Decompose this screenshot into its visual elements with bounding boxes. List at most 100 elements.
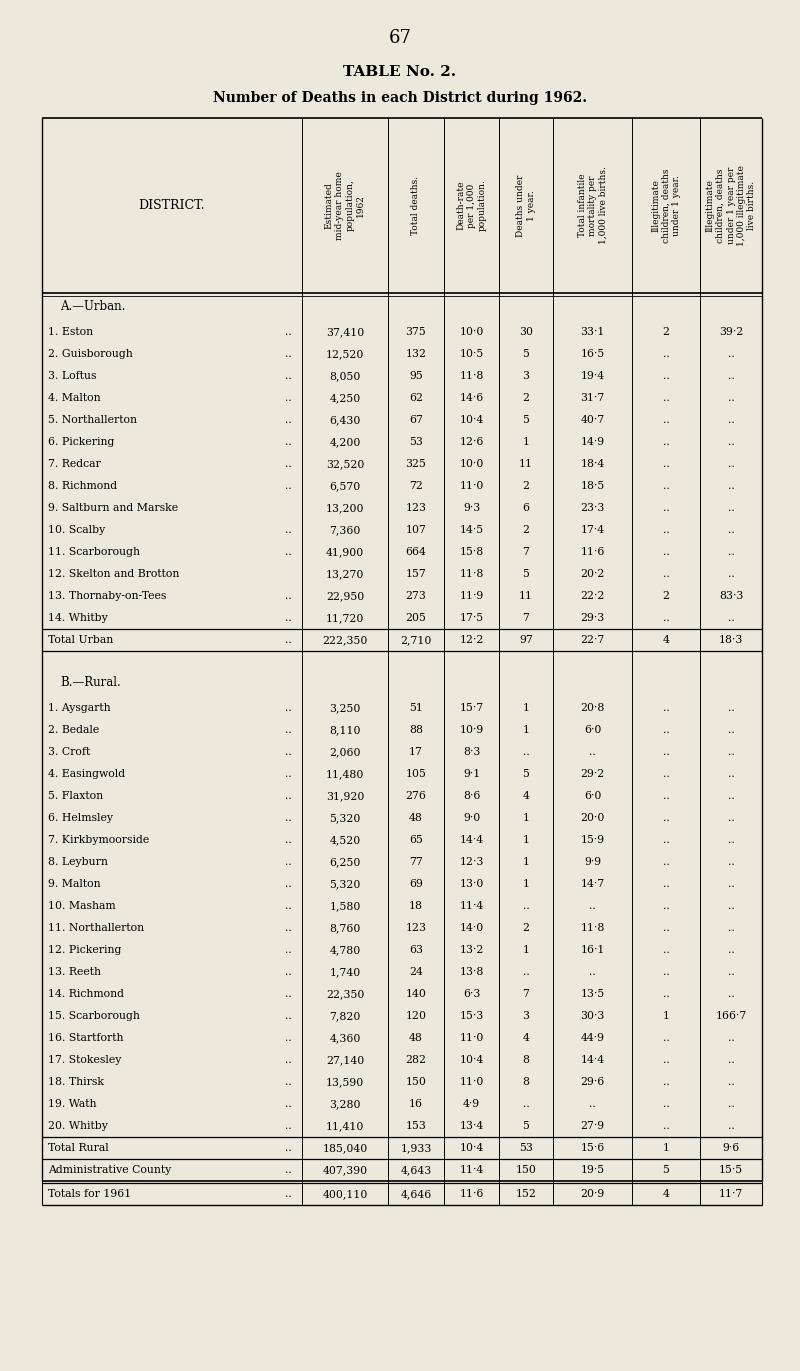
Text: ..: .. [728,988,734,999]
Text: ..: .. [728,703,734,713]
Text: 8,050: 8,050 [330,372,361,381]
Text: 41,900: 41,900 [326,547,364,557]
Text: 13. Thornaby-on-Tees: 13. Thornaby-on-Tees [48,591,166,600]
Text: 11,410: 11,410 [326,1121,364,1131]
Text: 5: 5 [522,569,530,579]
Text: ..: .. [728,769,734,779]
Text: 15·6: 15·6 [580,1143,605,1153]
Text: 3,280: 3,280 [330,1100,361,1109]
Text: ..: .. [286,1032,292,1043]
Text: 11. Scarborough: 11. Scarborough [48,547,140,557]
Text: 6. Helmsley: 6. Helmsley [48,813,113,823]
Text: 8. Leyburn: 8. Leyburn [48,857,108,866]
Text: 15. Scarborough: 15. Scarborough [48,1010,140,1021]
Text: 2: 2 [662,591,670,600]
Text: 62: 62 [409,393,423,403]
Text: 5. Flaxton: 5. Flaxton [48,791,103,801]
Text: 13. Reeth: 13. Reeth [48,967,101,978]
Text: 14. Whitby: 14. Whitby [48,613,108,622]
Text: ..: .. [286,945,292,956]
Text: ..: .. [286,481,292,491]
Text: ..: .. [728,459,734,469]
Text: ..: .. [286,547,292,557]
Text: 5,320: 5,320 [330,813,361,823]
Text: ..: .. [286,901,292,910]
Text: 1. Aysgarth: 1. Aysgarth [48,703,110,713]
Text: ..: .. [286,1056,292,1065]
Text: 32,520: 32,520 [326,459,364,469]
Text: 9·6: 9·6 [722,1143,740,1153]
Text: 29·2: 29·2 [580,769,605,779]
Text: 1: 1 [522,813,530,823]
Text: 7: 7 [522,988,530,999]
Text: ..: .. [522,967,530,978]
Text: 3. Loftus: 3. Loftus [48,372,97,381]
Text: ..: .. [662,945,670,956]
Text: 282: 282 [406,1056,426,1065]
Text: 19·5: 19·5 [581,1165,605,1175]
Text: 11: 11 [519,459,533,469]
Text: 6·3: 6·3 [463,988,480,999]
Text: ..: .. [728,1121,734,1131]
Text: ..: .. [286,372,292,381]
Text: 8·6: 8·6 [463,791,480,801]
Text: ..: .. [662,988,670,999]
Text: 1,580: 1,580 [330,901,361,910]
Text: 9. Malton: 9. Malton [48,879,101,888]
Text: 8,110: 8,110 [330,725,361,735]
Text: 7: 7 [522,547,530,557]
Text: 20·9: 20·9 [580,1189,605,1200]
Text: 67: 67 [389,29,411,47]
Text: ..: .. [728,923,734,934]
Text: 14·0: 14·0 [459,923,484,934]
Text: 30·3: 30·3 [580,1010,605,1021]
Text: ..: .. [728,879,734,888]
Text: 7. Kirkbymoorside: 7. Kirkbymoorside [48,835,150,845]
Text: 5: 5 [522,415,530,425]
Text: ..: .. [662,901,670,910]
Text: 4. Malton: 4. Malton [48,393,101,403]
Text: 5. Northallerton: 5. Northallerton [48,415,137,425]
Text: ..: .. [522,1100,530,1109]
Text: 11·8: 11·8 [459,569,484,579]
Text: 4,520: 4,520 [330,835,361,845]
Text: 14·5: 14·5 [459,525,483,535]
Text: 33·1: 33·1 [580,328,605,337]
Text: 14·7: 14·7 [581,879,605,888]
Text: A.—Urban.: A.—Urban. [60,300,126,314]
Text: ..: .. [662,613,670,622]
Text: 6,430: 6,430 [330,415,361,425]
Text: 105: 105 [406,769,426,779]
Text: ..: .. [662,1078,670,1087]
Text: 11,720: 11,720 [326,613,364,622]
Text: ..: .. [728,481,734,491]
Text: 6·0: 6·0 [584,791,601,801]
Text: ..: .. [662,835,670,845]
Text: 14·4: 14·4 [581,1056,605,1065]
Text: 15·3: 15·3 [459,1010,484,1021]
Text: 10·5: 10·5 [459,350,484,359]
Text: 153: 153 [406,1121,426,1131]
Text: 5: 5 [522,769,530,779]
Text: 4: 4 [662,1189,670,1200]
Text: 1: 1 [522,703,530,713]
Text: 1: 1 [662,1010,670,1021]
Text: Illegitimate
children, deaths
under 1 year.: Illegitimate children, deaths under 1 ye… [651,169,681,243]
Text: 16·5: 16·5 [580,350,605,359]
Text: 30: 30 [519,328,533,337]
Text: 150: 150 [515,1165,537,1175]
Text: ..: .. [286,591,292,600]
Text: 13·2: 13·2 [459,945,484,956]
Text: 325: 325 [406,459,426,469]
Text: 14·9: 14·9 [581,437,605,447]
Text: ..: .. [728,857,734,866]
Text: ..: .. [286,328,292,337]
Text: 1: 1 [522,879,530,888]
Text: 407,390: 407,390 [322,1165,367,1175]
Text: 1,933: 1,933 [400,1143,432,1153]
Text: 9. Saltburn and Marske: 9. Saltburn and Marske [48,503,178,513]
Text: ..: .. [662,415,670,425]
Text: 8: 8 [522,1078,530,1087]
Text: 1: 1 [522,835,530,845]
Text: ..: .. [589,1100,596,1109]
